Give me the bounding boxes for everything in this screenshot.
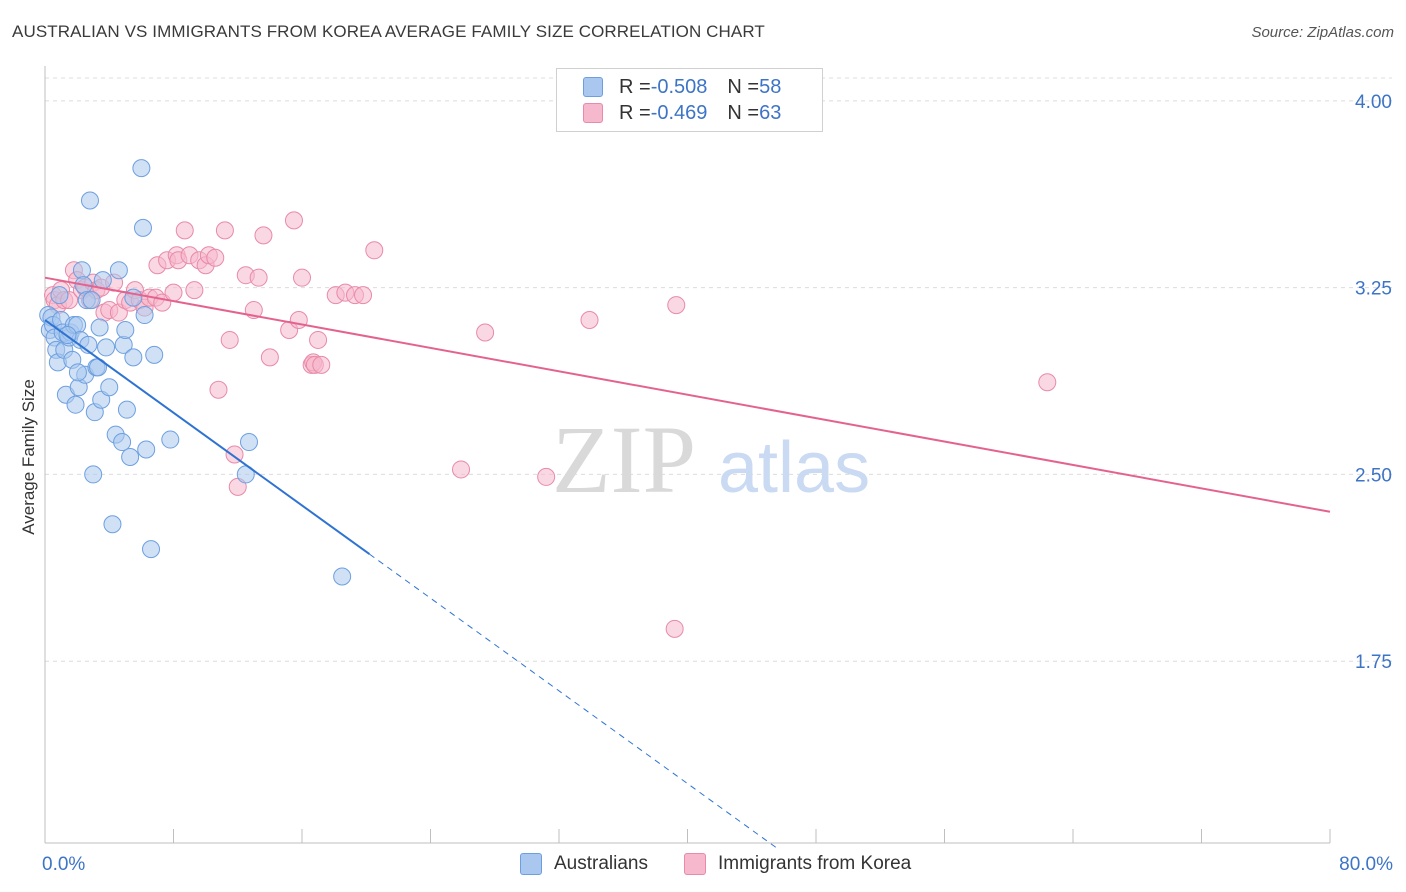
bottom-legend-australians[interactable]: Australians <box>520 852 648 876</box>
source-label: Source: ZipAtlas.com <box>1251 24 1394 41</box>
australians-point <box>66 395 85 414</box>
series-australians-points <box>39 159 352 586</box>
legend-r-label: R = <box>619 75 651 98</box>
korea-point <box>293 268 311 287</box>
australians-point <box>137 440 156 459</box>
australians-point <box>116 320 135 339</box>
bottom-legend-swatch-korea <box>684 853 706 875</box>
korea-point <box>185 281 204 300</box>
y-tick-label: 3.25 <box>1355 279 1392 300</box>
y-axis-label: Average Family Size <box>19 379 38 535</box>
australians-point <box>100 378 119 397</box>
bottom-legend-label-korea: Immigrants from Korea <box>718 853 912 874</box>
trend-lines <box>44 276 1331 848</box>
australians-point <box>109 261 128 280</box>
correlation-legend: R = -0.508 N = 58 R = -0.469 N = 63 <box>556 68 823 132</box>
legend-n-value-korea: 63 <box>759 101 782 124</box>
korea-point <box>164 283 183 302</box>
australians-point <box>103 515 122 534</box>
australians-point <box>97 338 116 357</box>
australians-point <box>333 567 352 586</box>
australians-point <box>121 447 140 466</box>
australians-point <box>84 465 103 484</box>
australians-point <box>135 306 154 325</box>
legend-r-value-australians: -0.508 <box>650 75 708 98</box>
australians-point <box>50 286 69 305</box>
axes <box>44 66 1331 844</box>
australians-point <box>82 291 101 310</box>
korea-point <box>365 241 384 260</box>
korea-point <box>220 330 239 349</box>
korea-point <box>580 311 599 330</box>
legend-swatch-australians <box>583 77 603 97</box>
x-tick-label-max: 80.0% <box>1339 854 1393 875</box>
australians-trend-extension <box>369 553 777 848</box>
series-immigrants-from-korea-points <box>44 211 1057 638</box>
korea-point <box>665 619 684 638</box>
korea-trend-line <box>44 276 1331 513</box>
korea-point <box>209 380 228 399</box>
australians-point <box>90 318 109 337</box>
legend-r-value-korea: -0.469 <box>650 101 708 124</box>
legend-row-australians: R = -0.508 N = 58 <box>557 74 781 100</box>
australians-point <box>80 191 99 210</box>
y-tick-label: 1.75 <box>1355 652 1392 673</box>
australians-point <box>239 433 258 452</box>
korea-point <box>354 286 373 305</box>
y-tick-label: 2.50 <box>1355 465 1392 486</box>
legend-row-korea: R = -0.469 N = 63 <box>557 100 781 126</box>
bottom-legend-korea[interactable]: Immigrants from Korea <box>684 852 911 876</box>
australians-point <box>132 159 151 178</box>
legend-n-label: N = <box>727 101 760 124</box>
x-tick-label-min: 0.0% <box>42 854 85 875</box>
korea-point <box>476 323 495 342</box>
korea-point <box>260 348 279 367</box>
australians-trend-line <box>44 319 371 555</box>
korea-point <box>249 268 268 287</box>
korea-point <box>1038 373 1057 392</box>
australians-point <box>133 218 152 237</box>
korea-point <box>284 211 303 230</box>
gridlines <box>45 77 1392 662</box>
watermark-atlas: atlas <box>718 428 870 508</box>
korea-point <box>206 248 225 267</box>
bottom-legend-swatch-australians <box>520 853 542 875</box>
australians-point <box>145 345 164 364</box>
australians-point <box>124 288 143 307</box>
watermark: ZIP atlas <box>552 406 870 513</box>
tick-labels: 4.00 3.25 2.50 1.75 0.0% 80.0% <box>42 92 1393 875</box>
legend-n-label: N = <box>727 75 760 98</box>
australians-point <box>72 261 91 280</box>
australians-point <box>124 348 143 367</box>
australians-point <box>113 433 132 452</box>
australians-point <box>142 540 161 559</box>
chart-title: AUSTRALIAN VS IMMIGRANTS FROM KOREA AVER… <box>12 22 765 41</box>
korea-point <box>537 467 556 486</box>
korea-point <box>312 355 331 374</box>
bottom-legend-label-australians: Australians <box>554 853 648 874</box>
korea-point <box>215 221 234 240</box>
legend-r-label: R = <box>619 101 651 124</box>
australians-point <box>117 400 136 419</box>
watermark-zip: ZIP <box>552 406 696 513</box>
australians-point <box>68 363 87 382</box>
legend-n-value-australians: 58 <box>759 75 782 98</box>
y-tick-label: 4.00 <box>1355 92 1392 113</box>
korea-point <box>309 330 328 349</box>
korea-point <box>175 221 194 240</box>
korea-point <box>667 296 686 315</box>
korea-point <box>254 226 273 245</box>
korea-point <box>452 460 471 479</box>
legend-swatch-korea <box>583 103 603 123</box>
australians-point <box>161 430 180 449</box>
